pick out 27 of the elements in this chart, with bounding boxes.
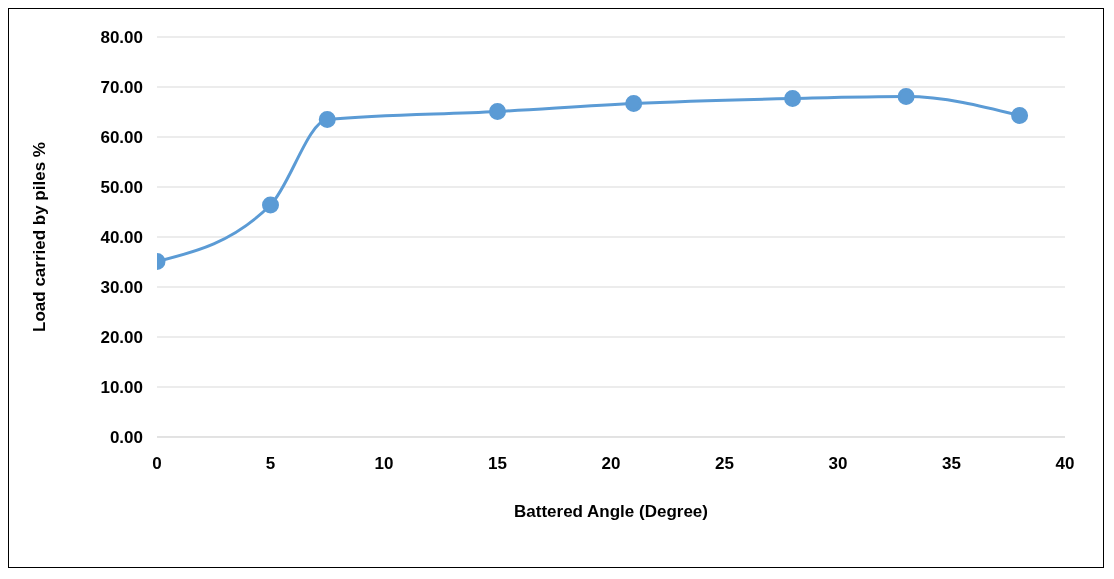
point	[897, 88, 915, 105]
y-tick-label: 50.00	[100, 178, 143, 198]
x-tick-label: 40	[1055, 454, 1075, 474]
y-tick-label: 0.00	[109, 428, 143, 448]
x-tick-label: 20	[601, 454, 621, 474]
x-tick-label: 30	[828, 454, 848, 474]
point	[784, 90, 802, 107]
y-tick-label: 70.00	[100, 78, 143, 98]
point	[1011, 107, 1029, 124]
y-tick-label: 30.00	[100, 278, 143, 298]
y-tick-label: 40.00	[100, 228, 143, 248]
y-tick-label: 10.00	[100, 378, 143, 398]
y-tick-label: 80.00	[100, 28, 143, 48]
point	[625, 95, 643, 112]
point	[489, 103, 506, 120]
x-tick-label: 5	[265, 454, 276, 474]
x-tick-label: 35	[942, 454, 961, 474]
y-tick-label: 20.00	[100, 328, 143, 348]
x-tick-label: 15	[488, 454, 507, 474]
x-tick-label: 10	[374, 454, 394, 474]
x-tick-label: 25	[715, 454, 734, 474]
x-tick-label: 0	[152, 454, 162, 474]
point	[318, 111, 336, 128]
y-tick-label: 60.00	[100, 128, 143, 148]
point	[262, 196, 279, 214]
x-axis-title: Battered Angle (Degree)	[514, 502, 708, 521]
y-axis-title: Load carried by piles %	[30, 142, 50, 332]
